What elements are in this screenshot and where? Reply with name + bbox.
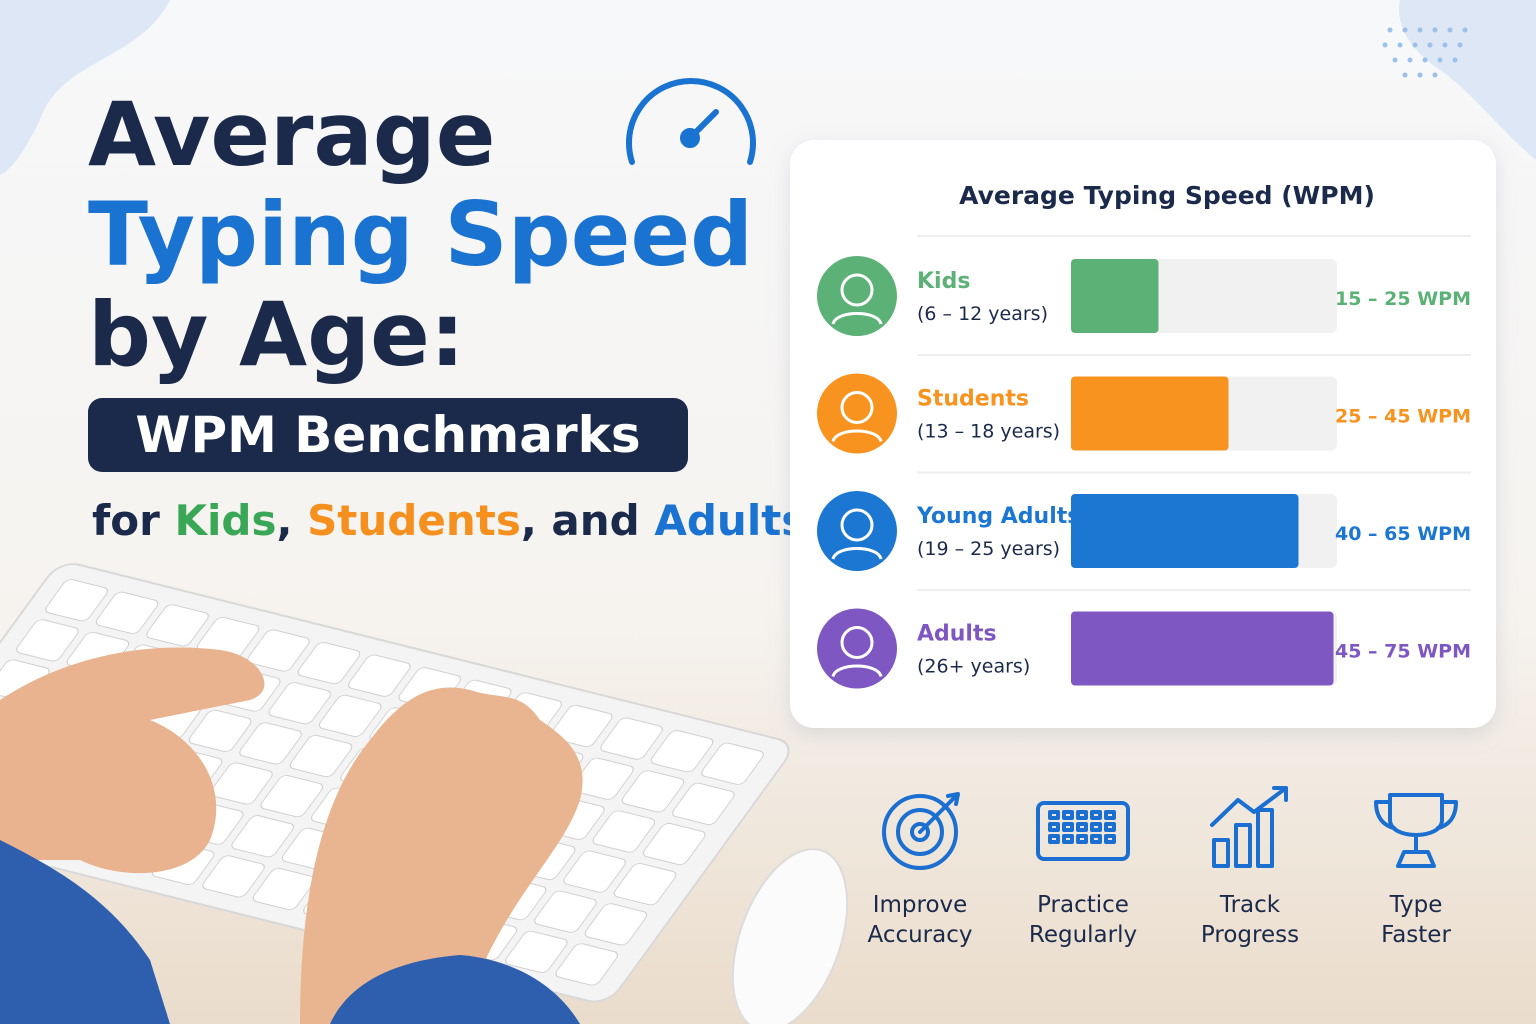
title-line: by Age: xyxy=(88,283,465,386)
key xyxy=(348,654,411,697)
key xyxy=(672,782,735,825)
tip-label: Regularly xyxy=(1029,922,1137,948)
tip-icon xyxy=(1210,786,1288,868)
tip-icon xyxy=(1036,801,1130,861)
key xyxy=(260,775,324,818)
key xyxy=(289,734,353,778)
key xyxy=(534,890,597,933)
subtitle-part: Kids xyxy=(174,496,276,545)
key xyxy=(549,704,613,748)
dots xyxy=(1382,27,1468,78)
category-label: Students xyxy=(917,387,1029,412)
key xyxy=(584,903,648,946)
key xyxy=(650,730,714,773)
tip-label: Progress xyxy=(1201,922,1299,948)
key xyxy=(252,867,316,911)
key xyxy=(45,579,108,622)
category-label: Young Adults xyxy=(916,504,1080,529)
tip-label: Faster xyxy=(1381,922,1451,948)
key xyxy=(318,694,382,737)
key xyxy=(146,604,209,647)
age-range: (13 – 18 years) xyxy=(917,421,1060,443)
key xyxy=(555,943,619,986)
key xyxy=(188,709,252,752)
value-label: 25 – 45 WPM xyxy=(1335,406,1471,428)
title-line: Average xyxy=(88,83,495,186)
avatar-head xyxy=(840,508,874,542)
bar xyxy=(1071,494,1299,568)
value-label: 45 – 75 WPM xyxy=(1335,641,1471,663)
tip-label: Track xyxy=(1219,892,1281,918)
avatar-body xyxy=(831,312,883,325)
key xyxy=(613,863,677,906)
key xyxy=(701,742,764,785)
avatar-head xyxy=(840,273,874,307)
avatar xyxy=(817,608,897,689)
key xyxy=(642,822,706,866)
subtitle-part: Students xyxy=(307,496,521,545)
tip-label: Type xyxy=(1389,892,1443,918)
key xyxy=(16,619,79,662)
hands xyxy=(0,647,583,1024)
tip-label: Practice xyxy=(1037,892,1129,918)
value-label: 40 – 65 WPM xyxy=(1335,523,1471,545)
key xyxy=(563,850,626,893)
avatar-head xyxy=(840,391,874,424)
blob xyxy=(1399,0,1536,160)
subtitle-part: , and xyxy=(521,496,655,545)
subtitle: for Kids, Students, and Adults xyxy=(92,496,806,545)
avatar xyxy=(817,491,897,571)
badge-text: WPM Benchmarks xyxy=(135,406,640,464)
mouse xyxy=(731,848,849,1028)
key xyxy=(592,810,656,853)
bar xyxy=(1071,611,1334,686)
category-label: Kids xyxy=(917,269,970,294)
tip-icon xyxy=(1374,793,1458,868)
bar xyxy=(1071,259,1159,333)
key xyxy=(247,629,310,672)
tip-icon xyxy=(882,792,960,870)
avatar-body xyxy=(831,664,883,678)
subtitle-part: Adults xyxy=(654,496,806,545)
key xyxy=(202,855,265,898)
key xyxy=(210,762,273,805)
key xyxy=(600,717,663,760)
age-range: (19 – 25 years) xyxy=(917,538,1060,560)
avatar-head xyxy=(840,626,874,659)
key xyxy=(297,642,361,685)
key xyxy=(504,930,568,973)
age-range: (26+ years) xyxy=(917,656,1030,678)
key xyxy=(239,722,302,765)
key xyxy=(231,815,295,858)
subtitle-part: , xyxy=(276,496,307,545)
key xyxy=(621,770,685,813)
speedometer-icon xyxy=(626,77,756,165)
category-label: Adults xyxy=(917,622,997,647)
tip-label: Improve xyxy=(873,892,968,918)
chart-title: Average Typing Speed (WPM) xyxy=(959,181,1375,210)
key xyxy=(268,682,332,725)
subtitle-part: for xyxy=(92,496,174,545)
key xyxy=(95,591,159,634)
bar xyxy=(1071,376,1229,451)
blob xyxy=(0,0,170,175)
title-line: Typing Speed xyxy=(88,183,753,286)
avatar-body xyxy=(831,547,883,560)
value-label: 15 – 25 WPM xyxy=(1335,288,1471,310)
badge xyxy=(88,398,688,472)
avatar xyxy=(817,256,897,336)
age-range: (6 – 12 years) xyxy=(917,303,1048,325)
avatar xyxy=(817,373,897,454)
avatar-body xyxy=(831,429,883,443)
tip-label: Accuracy xyxy=(867,922,972,948)
